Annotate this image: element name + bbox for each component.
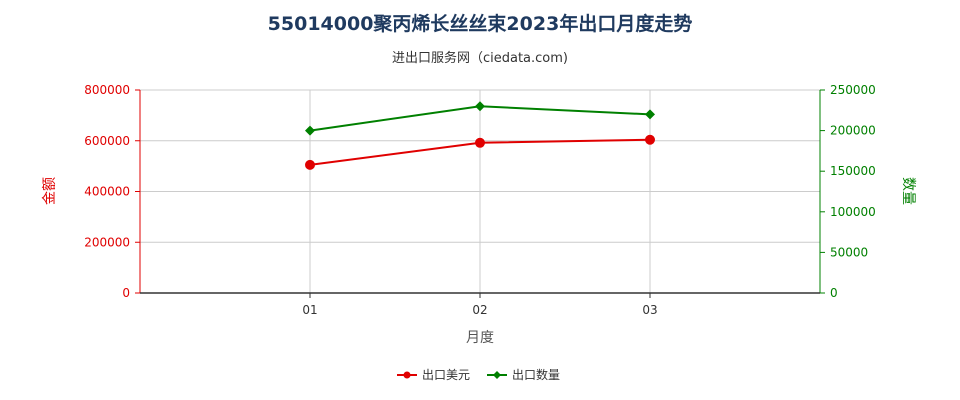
grid — [140, 89, 821, 294]
right-axis-title: 数量 — [900, 177, 916, 205]
x-axis-ticks: 01 02 03 — [302, 293, 658, 317]
legend-label-1: 出口美元 — [422, 368, 470, 382]
left-axis-title: 金额 — [42, 177, 58, 205]
series-2-point — [305, 125, 315, 136]
right-tick-label: 200000 — [830, 124, 876, 138]
series-1-point — [645, 134, 655, 145]
x-tick-label: 02 — [472, 303, 487, 317]
right-axis-ticks: 0 50000 100000 150000 200000 250000 — [820, 83, 876, 300]
left-tick-label: 0 — [122, 286, 130, 300]
right-tick-label: 150000 — [830, 164, 876, 178]
right-tick-label: 50000 — [830, 245, 868, 259]
x-tick-label: 01 — [302, 303, 317, 317]
left-tick-label: 800000 — [84, 83, 130, 97]
right-tick-label: 0 — [830, 286, 838, 300]
left-tick-label: 400000 — [84, 185, 130, 199]
series-1-point — [475, 137, 485, 148]
series-2-point — [645, 109, 655, 120]
left-tick-label: 600000 — [84, 134, 130, 148]
chart-title: 55014000聚丙烯长丝丝束2023年出口月度走势 — [268, 12, 693, 35]
chart-subtitle: 进出口服务网（ciedata.com) — [392, 50, 568, 66]
left-tick-label: 200000 — [84, 235, 130, 249]
left-axis-ticks: 0 200000 400000 600000 800000 — [84, 83, 140, 300]
x-tick-label: 03 — [642, 303, 657, 317]
legend: 出口美元 出口数量 — [397, 367, 560, 382]
series-1-point — [305, 159, 315, 170]
legend-marker-2 — [493, 371, 501, 379]
x-axis-title: 月度 — [466, 330, 494, 346]
right-tick-label: 100000 — [830, 205, 876, 219]
series-layer — [305, 101, 655, 170]
legend-label-2: 出口数量 — [512, 367, 560, 382]
series-2-point — [475, 101, 485, 112]
right-tick-label: 250000 — [830, 83, 876, 97]
legend-marker-1 — [403, 371, 411, 379]
